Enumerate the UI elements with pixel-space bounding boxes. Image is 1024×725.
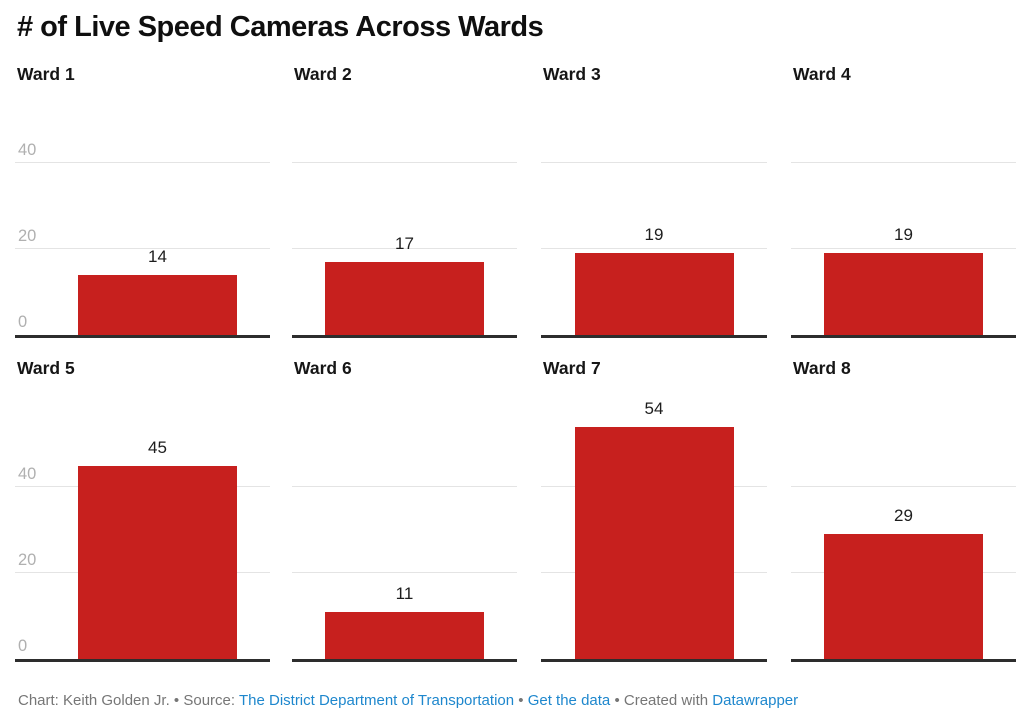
value-label-ward-8: 29 [894,506,913,526]
value-label-ward-7: 54 [644,398,664,418]
bar-ward-3[interactable] [574,253,734,335]
panel-ward-2: Ward 2 17 [292,64,517,338]
gridline-20 [292,248,517,249]
y-tick-label-20: 20 [18,227,37,245]
y-tick-label-20: 20 [18,551,37,569]
panel-ward-8: Ward 8 29 [791,358,1016,662]
bar-ward-8[interactable] [824,534,983,659]
value-label-ward-3: 19 [644,225,664,245]
gridline-40 [292,486,517,487]
bar-ward-7[interactable] [574,426,734,659]
panel-title-ward-6: Ward 6 [294,358,352,378]
gridline-20 [15,248,270,249]
value-label-ward-5: 45 [148,437,167,457]
bar-ward-2[interactable] [325,261,484,335]
panel-title-ward-2: Ward 2 [294,64,352,84]
value-label-ward-2: 17 [395,233,414,253]
panel-ward-3: Ward 3 19 [541,64,767,338]
plot-area-ward-4: 19 [791,95,1016,338]
bar-ward-5[interactable] [78,465,237,659]
source-link[interactable]: The District Department of Transportatio… [238,692,515,709]
footer-credit: Chart: Keith Golden Jr. • Source: [18,692,236,709]
plot-area-ward-1: 40 20 0 14 [15,95,270,338]
panel-ward-7: Ward 7 54 [541,358,767,662]
value-label-ward-1: 14 [148,246,167,266]
panel-ward-6: Ward 6 11 [292,358,517,662]
plot-area-ward-7: 54 [541,390,767,662]
y-tick-label-40: 40 [18,141,37,159]
plot-area-ward-5: 40 20 0 45 [15,390,270,662]
bar-ward-1[interactable] [78,274,237,335]
chart-footer: Chart: Keith Golden Jr. • Source: The Di… [18,691,798,711]
plot-area-ward-3: 19 [541,95,767,338]
footer-created-with: • Created with [614,692,709,709]
value-label-ward-6: 11 [395,583,414,603]
panel-ward-4: Ward 4 19 [791,64,1016,338]
gridline-20 [791,248,1016,249]
panel-title-ward-4: Ward 4 [793,64,851,84]
bar-ward-4[interactable] [824,253,983,335]
gridline-40 [15,162,270,163]
footer-separator: • [518,692,524,709]
gridline-20 [292,572,517,573]
gridline-40 [541,162,767,163]
bar-ward-6[interactable] [325,611,484,659]
get-the-data-link[interactable]: Get the data [527,692,611,709]
plot-area-ward-2: 17 [292,95,517,338]
panel-ward-1: Ward 1 40 20 0 14 [15,64,270,338]
panel-title-ward-7: Ward 7 [543,358,601,378]
plot-area-ward-8: 29 [791,390,1016,662]
chart-title: # of Live Speed Cameras Across Wards [17,11,544,43]
panel-title-ward-5: Ward 5 [17,358,75,378]
gridline-40 [791,162,1016,163]
panel-title-ward-8: Ward 8 [793,358,851,378]
panel-title-ward-3: Ward 3 [543,64,601,84]
panel-title-ward-1: Ward 1 [17,64,75,84]
value-label-ward-4: 19 [894,225,913,245]
y-tick-label-40: 40 [18,465,37,483]
footer-separator: • [173,692,180,709]
gridline-20 [541,248,767,249]
y-tick-label-0: 0 [18,313,28,331]
panel-ward-5: Ward 5 40 20 0 45 [15,358,270,662]
plot-area-ward-6: 11 [292,390,517,662]
y-tick-label-0: 0 [18,637,28,655]
datawrapper-link[interactable]: Datawrapper [712,692,799,709]
gridline-40 [791,486,1016,487]
gridline-40 [292,162,517,163]
